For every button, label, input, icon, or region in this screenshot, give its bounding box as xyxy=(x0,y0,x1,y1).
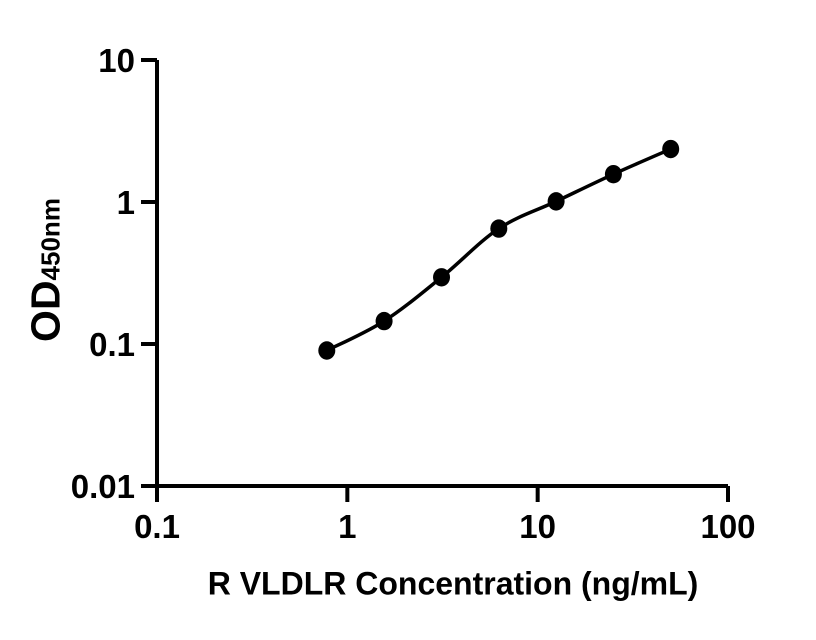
data-point xyxy=(375,311,393,331)
data-point xyxy=(490,219,508,238)
x-tick-label: 100 xyxy=(700,508,755,545)
data-point xyxy=(433,268,451,287)
y-tick-label: 1 xyxy=(117,184,135,221)
y-axis-title: OD450nm xyxy=(22,198,69,342)
y-tick-label: 0.1 xyxy=(89,326,135,363)
data-point xyxy=(318,341,336,360)
x-tick-label: 0.1 xyxy=(134,508,180,545)
y-tick-label: 0.01 xyxy=(71,468,135,505)
x-tick-label: 10 xyxy=(519,508,556,545)
data-point xyxy=(604,164,622,184)
data-point xyxy=(662,139,680,159)
x-axis-title: R VLDLR Concentration (ng/mL) xyxy=(207,565,699,602)
y-axis-title-main: OD xyxy=(22,280,69,342)
data-point xyxy=(547,192,565,211)
x-tick-label: 1 xyxy=(338,508,356,545)
y-tick-label: 10 xyxy=(98,42,135,79)
y-axis-title-subscript: 450nm xyxy=(35,198,66,281)
